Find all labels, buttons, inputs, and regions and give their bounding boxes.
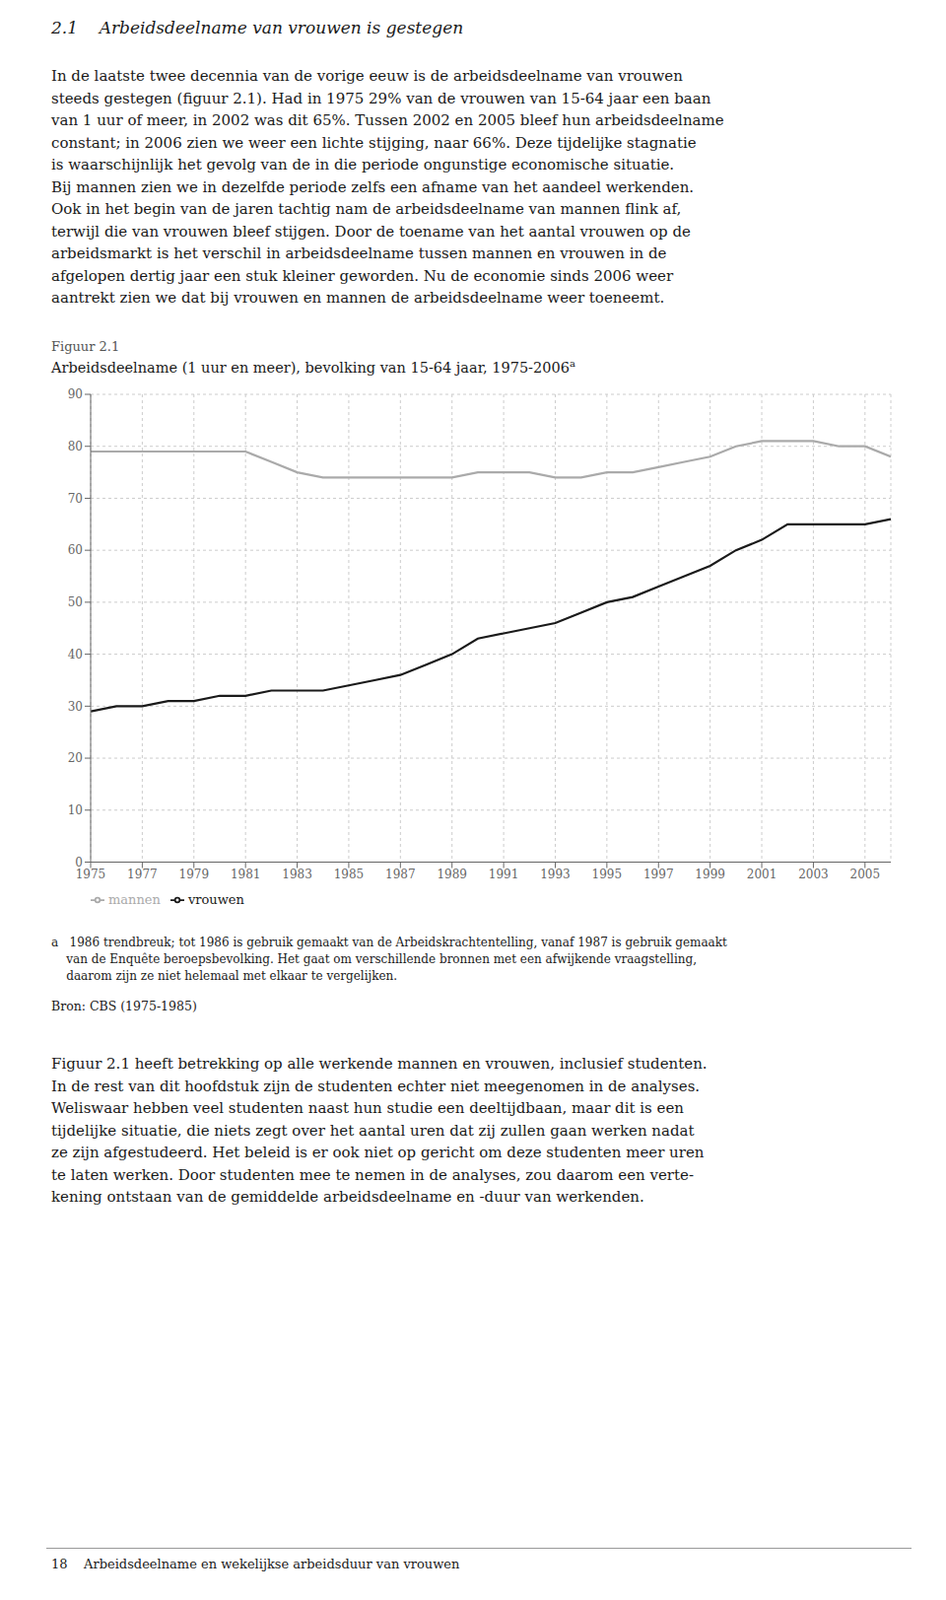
html-text:Weliswaar hebben veel studente: Weliswaar hebben veel studenten naast hu… [51,1099,684,1117]
html-text:van de Enquête beroepsbevolkin: van de Enquête beroepsbevolking. Het gaa… [51,952,697,967]
svg-text:1997: 1997 [643,867,675,881]
svg-text:1975: 1975 [75,867,107,881]
svg-text:50: 50 [67,595,83,609]
html-text:ze zijn afgestudeerd. Het bele: ze zijn afgestudeerd. Het beleid is er o… [51,1143,705,1162]
html-text:van 1 uur of meer, in 2002 was: van 1 uur of meer, in 2002 was dit 65%. … [51,111,724,130]
svg-text:1989: 1989 [436,867,468,881]
html-text:Ook in het begin van de jaren: Ook in het begin van de jaren tachtig na… [51,200,682,218]
svg-text:1993: 1993 [540,867,571,881]
svg-text:2005: 2005 [850,867,881,881]
html-text:Arbeidsdeelname (1 uur en meer: Arbeidsdeelname (1 uur en meer), bevolki… [51,357,576,375]
svg-text:2003: 2003 [798,867,829,881]
html-text:Figuur 2.1: Figuur 2.1 [51,338,120,354]
svg-text:90: 90 [67,388,83,403]
svg-text:40: 40 [67,647,83,662]
html-text:constant; in 2006 zien we weer: constant; in 2006 zien we weer een licht… [51,133,697,152]
html-text:te laten werken. Door studente: te laten werken. Door studenten mee te n… [51,1165,694,1184]
html-text:vrouwen: vrouwen [188,891,245,907]
html-text:a 1986 trendbreuk; tot 1986 is: a 1986 trendbreuk; tot 1986 is gebruik g… [51,935,728,950]
html-text:Bij mannen zien we in dezelfde: Bij mannen zien we in dezelfde periode z… [51,177,694,196]
svg-text:10: 10 [67,803,83,817]
html-text:daarom zijn ze niet helemaal m: daarom zijn ze niet helemaal met elkaar … [51,968,398,983]
html-text:In de rest van dit hoofdstuk z: In de rest van dit hoofdstuk zijn de stu… [51,1076,700,1095]
html-text:Figuur 2.1 heeft betrekking op: Figuur 2.1 heeft betrekking op alle werk… [51,1054,708,1073]
svg-text:1983: 1983 [281,867,313,881]
html-text:terwijl die van vrouwen bleef: terwijl die van vrouwen bleef stijgen. D… [51,222,691,240]
svg-text:1985: 1985 [334,867,365,881]
svg-text:1987: 1987 [385,867,416,881]
svg-text:1979: 1979 [179,867,210,881]
svg-text:60: 60 [67,543,83,558]
svg-text:30: 30 [67,699,83,714]
html-text:is waarschijnlijk het gevolg v: is waarschijnlijk het gevolg van de in d… [51,155,675,174]
svg-text:1995: 1995 [592,867,623,881]
html-text:mannen: mannen [108,891,161,907]
svg-text:0: 0 [74,855,83,870]
svg-text:1977: 1977 [127,867,158,881]
html-text:steeds gestegen (figuur 2.1).: steeds gestegen (figuur 2.1). Had in 197… [51,89,711,107]
svg-text:2001: 2001 [746,867,778,881]
html-text:aantrekt zien we dat bij vrouw: aantrekt zien we dat bij vrouwen en mann… [51,288,665,307]
html-text:arbeidsmarkt is het verschil i: arbeidsmarkt is het verschil in arbeidsd… [51,244,667,263]
html-text:afgelopen dertig jaar een stuk: afgelopen dertig jaar een stuk kleiner g… [51,266,674,285]
html-text:tijdelijke situatie, die niets: tijdelijke situatie, die niets zegt over… [51,1121,695,1139]
svg-text:1991: 1991 [488,867,520,881]
html-text:Bron: CBS (1975-1985): Bron: CBS (1975-1985) [51,998,197,1014]
html-text:In de laatste twee decennia va: In de laatste twee decennia van de vorig… [51,67,683,85]
svg-text:1981: 1981 [230,867,262,881]
html-text:18 Arbeidsdeelname en wekelijk: 18 Arbeidsdeelname en wekelijkse arbeids… [51,1555,460,1571]
svg-text:70: 70 [67,491,83,506]
html-text:2.1 Arbeidsdeelname van vrouwe: 2.1 Arbeidsdeelname van vrouwen is geste… [51,17,464,38]
svg-text:20: 20 [67,751,83,766]
html-text:kening ontstaan van de gemidde: kening ontstaan van de gemiddelde arbeid… [51,1187,645,1206]
svg-text:80: 80 [67,439,83,454]
svg-text:1999: 1999 [694,867,726,881]
